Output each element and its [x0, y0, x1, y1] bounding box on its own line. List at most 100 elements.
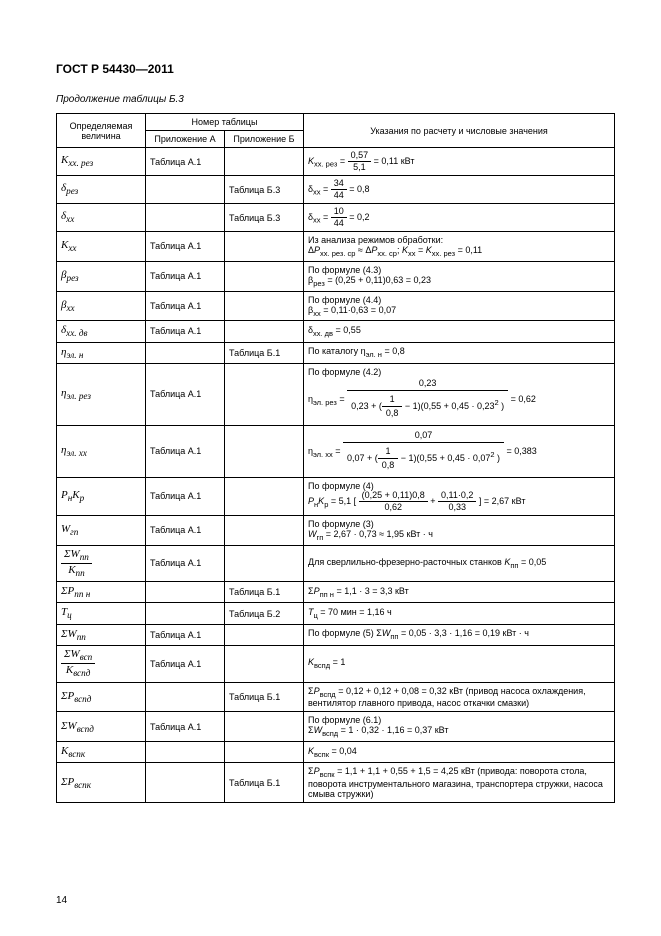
table-row: KххТаблица А.1Из анализа режимов обработ…: [57, 232, 615, 262]
cell-var: Kвспк: [57, 742, 146, 763]
table-row: ηэл. н Таблица Б.1По каталогу ηэл. н = 0,…: [57, 342, 615, 363]
cell-appA: [146, 342, 225, 363]
cell-appB: [225, 148, 304, 176]
table-row: δрез Таблица Б.3δхх = 3444 = 0,8: [57, 176, 615, 204]
cell-desc: Kвспк = 0,04: [304, 742, 615, 763]
cell-appA: Таблица А.1: [146, 232, 225, 262]
cell-appB: [225, 545, 304, 582]
cell-desc: δхх = 3444 = 0,8: [304, 176, 615, 204]
page-number: 14: [56, 895, 67, 906]
cell-var: ΣWппKпп: [57, 545, 146, 582]
table-row: Kхх. резТаблица А.1 Kхх. рез = 0,575,1 = …: [57, 148, 615, 176]
cell-appB: [225, 232, 304, 262]
cell-var: ΣWпп: [57, 624, 146, 645]
cell-appB: Таблица Б.2: [225, 603, 304, 624]
table-row: ΣPвспк Таблица Б.1ΣPвспк = 1,1 + 1,1 + 0,…: [57, 763, 615, 803]
cell-appA: Таблица А.1: [146, 363, 225, 425]
table-row: ΣWппТаблица А.1 По формуле (5) ΣWпп = 0,0…: [57, 624, 615, 645]
cell-appB: [225, 477, 304, 515]
table-row: Kвспк Kвспк = 0,04: [57, 742, 615, 763]
cell-appA: Таблица А.1: [146, 545, 225, 582]
cell-desc: ΣPпп н = 1,1 · 3 = 3,3 кВт: [304, 582, 615, 603]
cell-var: PнKр: [57, 477, 146, 515]
cell-var: ηэл. н: [57, 342, 146, 363]
cell-appB: Таблица Б.1: [225, 763, 304, 803]
cell-appB: [225, 425, 304, 477]
cell-var: Wгп: [57, 515, 146, 545]
cell-desc: ΣPвспк = 1,1 + 1,1 + 0,55 + 1,5 = 4,25 к…: [304, 763, 615, 803]
cell-var: ΣWвспд: [57, 712, 146, 742]
cell-var: ΣPвспк: [57, 763, 146, 803]
table-row: δхх Таблица Б.3δхх = 1044 = 0,2: [57, 204, 615, 232]
table-row: δхх. двТаблица А.1δхх. дв = 0,55: [57, 321, 615, 342]
th-desc: Указания по расчету и числовые значения: [304, 114, 615, 148]
table-row: ηэл. ххТаблица А.1 ηэл. хх = 0,070,07 + (…: [57, 425, 615, 477]
cell-appB: [225, 291, 304, 321]
table-row: ΣWппKппТаблица А.1 Для сверлильно-фрезерн…: [57, 545, 615, 582]
cell-appA: [146, 682, 225, 712]
table-row: Tц Таблица Б.2Tц = 70 мин = 1,16 ч: [57, 603, 615, 624]
cell-var: δрез: [57, 176, 146, 204]
cell-appB: [225, 363, 304, 425]
cell-desc: По формуле (4.2)ηэл. рез = 0,230,23 + (1…: [304, 363, 615, 425]
cell-desc: ηэл. хх = 0,070,07 + (10,8 − 1)(0,55 + 0…: [304, 425, 615, 477]
cell-var: Tц: [57, 603, 146, 624]
cell-desc: Tц = 70 мин = 1,16 ч: [304, 603, 615, 624]
continuation-label: Продолжение таблицы Б.3: [56, 94, 615, 105]
cell-desc: Из анализа режимов обработки:ΔPхх. рез. …: [304, 232, 615, 262]
cell-appB: [225, 645, 304, 682]
cell-desc: По формуле (4.3)βрез = (0,25 + 0,11)0,63…: [304, 261, 615, 291]
cell-appB: Таблица Б.3: [225, 204, 304, 232]
cell-appA: Таблица А.1: [146, 624, 225, 645]
cell-appB: [225, 712, 304, 742]
cell-appB: Таблица Б.1: [225, 342, 304, 363]
th-appA: Приложение А: [146, 131, 225, 148]
cell-appA: Таблица А.1: [146, 261, 225, 291]
cell-appA: Таблица А.1: [146, 425, 225, 477]
cell-appA: Таблица А.1: [146, 712, 225, 742]
th-tabno: Номер таблицы: [146, 114, 304, 131]
cell-desc: По формуле (4)PнKр = 5,1 [ (0,25 + 0,11)…: [304, 477, 615, 515]
table-row: βххТаблица А.1По формуле (4.4)βхх = 0,11…: [57, 291, 615, 321]
cell-appA: [146, 204, 225, 232]
data-table: Определяемая величина Номер таблицы Указ…: [56, 113, 615, 803]
cell-var: βрез: [57, 261, 146, 291]
cell-desc: Для сверлильно-фрезерно-расточных станко…: [304, 545, 615, 582]
cell-var: ΣPпп н: [57, 582, 146, 603]
cell-appB: Таблица Б.3: [225, 176, 304, 204]
cell-appB: [225, 624, 304, 645]
table-row: WгпТаблица А.1По формуле (3)Wгп = 2,67 ·…: [57, 515, 615, 545]
table-row: βрезТаблица А.1 По формуле (4.3)βрез = (0…: [57, 261, 615, 291]
cell-desc: По формуле (5) ΣWпп = 0,05 · 3,3 · 1,16 …: [304, 624, 615, 645]
cell-appB: [225, 515, 304, 545]
cell-appA: [146, 763, 225, 803]
cell-var: ηэл. рез: [57, 363, 146, 425]
table-row: ΣWвспдТаблица А.1 По формуле (6.1)ΣWвспд …: [57, 712, 615, 742]
cell-desc: Kхх. рез = 0,575,1 = 0,11 кВт: [304, 148, 615, 176]
cell-appA: Таблица А.1: [146, 515, 225, 545]
cell-desc: Kвспд = 1: [304, 645, 615, 682]
cell-appB: [225, 742, 304, 763]
cell-var: ηэл. хх: [57, 425, 146, 477]
cell-desc: По каталогу ηэл. н = 0,8: [304, 342, 615, 363]
table-row: ΣWвспKвспдТаблица А.1Kвспд = 1: [57, 645, 615, 682]
cell-appB: [225, 321, 304, 342]
cell-var: δхх: [57, 204, 146, 232]
th-var: Определяемая величина: [57, 114, 146, 148]
cell-appB: [225, 261, 304, 291]
cell-appA: Таблица А.1: [146, 321, 225, 342]
table-row: ηэл. резТаблица А.1 По формуле (4.2)ηэл. …: [57, 363, 615, 425]
cell-appB: Таблица Б.1: [225, 582, 304, 603]
cell-var: ΣPвспд: [57, 682, 146, 712]
cell-appA: Таблица А.1: [146, 291, 225, 321]
standard-header: ГОСТ Р 54430—2011: [56, 62, 615, 76]
th-appB: Приложение Б: [225, 131, 304, 148]
cell-desc: δхх. дв = 0,55: [304, 321, 615, 342]
cell-appA: [146, 582, 225, 603]
cell-desc: По формуле (6.1)ΣWвспд = 1 · 0,32 · 1,16…: [304, 712, 615, 742]
cell-appA: [146, 176, 225, 204]
cell-desc: δхх = 1044 = 0,2: [304, 204, 615, 232]
cell-appA: Таблица А.1: [146, 148, 225, 176]
cell-var: Kхх. рез: [57, 148, 146, 176]
cell-var: ΣWвспKвспд: [57, 645, 146, 682]
